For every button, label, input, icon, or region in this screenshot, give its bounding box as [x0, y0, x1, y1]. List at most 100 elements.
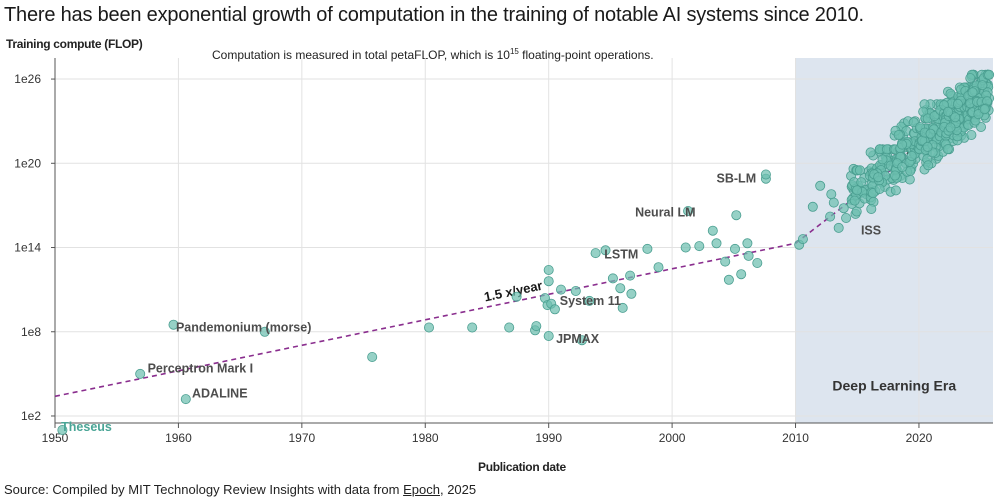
- data-point: [180, 394, 191, 405]
- y-tick-label: 1e8: [21, 325, 41, 339]
- data-point: [897, 162, 908, 173]
- data-point: [730, 243, 741, 254]
- data-point: [707, 225, 718, 236]
- data-point: [626, 288, 637, 299]
- data-point: [57, 424, 68, 435]
- data-point: [950, 112, 961, 123]
- data-point: [984, 69, 995, 80]
- data-point: [828, 197, 839, 208]
- y-axis: 1e2 1e8 1e14 1e20 1e26: [14, 58, 56, 423]
- data-point: [874, 183, 885, 194]
- data-point: [752, 257, 763, 268]
- data-point: [731, 210, 742, 221]
- data-point: [967, 87, 978, 98]
- y-tick-label: 1e14: [14, 241, 41, 255]
- chart-title: There has been exponential growth of com…: [4, 4, 864, 26]
- x-tick-label: 2000: [659, 431, 686, 445]
- data-point: [852, 185, 863, 196]
- data-point: [570, 285, 581, 296]
- data-point: [856, 177, 867, 188]
- annotation-label: System 11: [560, 294, 621, 308]
- data-point: [854, 165, 865, 176]
- data-point: [617, 302, 628, 313]
- x-tick-label: 2010: [782, 431, 809, 445]
- data-point: [723, 274, 734, 285]
- data-point: [945, 122, 956, 133]
- data-point: [168, 319, 179, 330]
- x-tick-label: 1990: [535, 431, 562, 445]
- data-point: [866, 203, 877, 214]
- data-points: [57, 69, 995, 435]
- source-prefix: Source: Compiled by MIT Technology Revie…: [4, 482, 404, 497]
- data-point: [467, 322, 478, 333]
- data-point: [653, 262, 664, 273]
- annotation-label: ISS: [861, 224, 881, 238]
- data-point: [965, 73, 976, 84]
- data-point: [849, 195, 860, 206]
- data-point: [584, 295, 595, 306]
- chart-note-tail: floating-point operations.: [518, 48, 654, 62]
- data-point: [549, 304, 560, 315]
- data-point: [906, 150, 917, 161]
- data-point: [742, 238, 753, 249]
- data-point: [966, 129, 977, 140]
- data-point: [135, 368, 146, 379]
- data-point: [943, 106, 954, 117]
- data-point: [642, 243, 653, 254]
- data-point: [922, 141, 933, 152]
- source-link[interactable]: Epoch: [403, 482, 440, 497]
- y-axis-title: Training compute (FLOP): [6, 37, 143, 51]
- data-point: [865, 147, 876, 158]
- data-point: [760, 169, 771, 180]
- data-point: [683, 205, 694, 216]
- data-point: [607, 273, 618, 284]
- data-point: [877, 154, 888, 165]
- chart-note-text: Computation is measured in total petaFLO…: [212, 48, 510, 62]
- data-point: [543, 330, 554, 341]
- data-point: [694, 241, 705, 252]
- y-tick-label: 1e2: [21, 409, 41, 423]
- data-point: [423, 322, 434, 333]
- data-point: [952, 99, 963, 110]
- chart-note-exponent: 15: [509, 47, 519, 56]
- y-tick-label: 1e26: [14, 72, 41, 86]
- data-point: [826, 189, 837, 200]
- data-point: [841, 212, 852, 223]
- data-point: [680, 242, 691, 253]
- data-point: [977, 80, 988, 91]
- data-point: [918, 106, 929, 117]
- x-tick-label: 1960: [165, 431, 192, 445]
- chart-note: Computation is measured in total petaFLO…: [212, 47, 654, 62]
- data-point: [720, 256, 731, 267]
- data-point: [797, 234, 808, 245]
- data-point: [923, 160, 934, 171]
- data-point: [577, 335, 588, 346]
- data-point: [625, 270, 636, 281]
- annotation-label: JPMAX: [556, 332, 600, 346]
- data-point: [543, 276, 554, 287]
- data-point: [890, 170, 901, 181]
- data-point: [743, 250, 754, 261]
- annotation-label: Neural LM: [635, 205, 695, 219]
- data-point: [615, 283, 626, 294]
- trend-line: [54, 242, 796, 398]
- annotation-label: LSTM: [604, 248, 638, 262]
- data-point: [259, 326, 270, 337]
- era-label: Deep Learning Era: [832, 378, 956, 394]
- data-point: [833, 222, 844, 233]
- data-point: [556, 284, 567, 295]
- source-line: Source: Compiled by MIT Technology Revie…: [4, 482, 476, 497]
- data-point: [838, 203, 849, 214]
- x-tick-label: 1970: [288, 431, 315, 445]
- data-point: [543, 264, 554, 275]
- data-point: [890, 185, 901, 196]
- annotation-label: Theseus: [61, 420, 112, 434]
- data-point: [711, 238, 722, 249]
- annotations: Theseus ADALINE Perceptron Mark I Pandemoni…: [61, 172, 881, 434]
- annotation-label: Perceptron Mark I: [148, 361, 254, 375]
- annotation-label: SB-LM: [717, 172, 757, 186]
- data-point: [897, 139, 908, 150]
- data-point: [873, 172, 884, 183]
- data-point: [736, 269, 747, 280]
- x-axis-title: Publication date: [478, 460, 566, 474]
